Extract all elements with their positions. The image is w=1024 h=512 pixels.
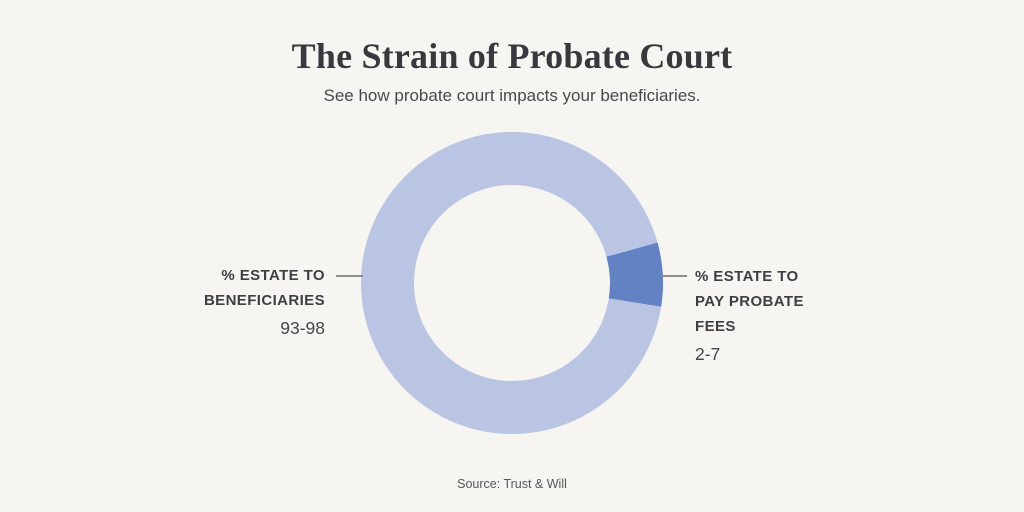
legend-probate-fees-value: 2-7 (695, 344, 721, 364)
chart-subtitle: See how probate court impacts your benef… (323, 86, 701, 105)
leader-line-right (662, 275, 687, 277)
source-credit: Source: Trust & Will (457, 477, 567, 491)
legend-beneficiaries: % ESTATE TO BENEFICIARIES 93-98 (201, 263, 325, 339)
legend-probate-fees: % ESTATE TO PAY PROBATE FEES 2-7 (695, 264, 830, 365)
legend-beneficiaries-label: % ESTATE TO BENEFICIARIES (203, 267, 325, 309)
legend-beneficiaries-value: 93-98 (280, 318, 325, 338)
chart-title: The Strain of Probate Court (291, 36, 733, 76)
donut-segment-probate-fees (361, 132, 663, 434)
donut-segment-beneficiaries (361, 132, 663, 434)
legend-probate-fees-label: % ESTATE TO PAY PROBATE FEES (695, 268, 804, 335)
leader-line-left (336, 275, 363, 277)
